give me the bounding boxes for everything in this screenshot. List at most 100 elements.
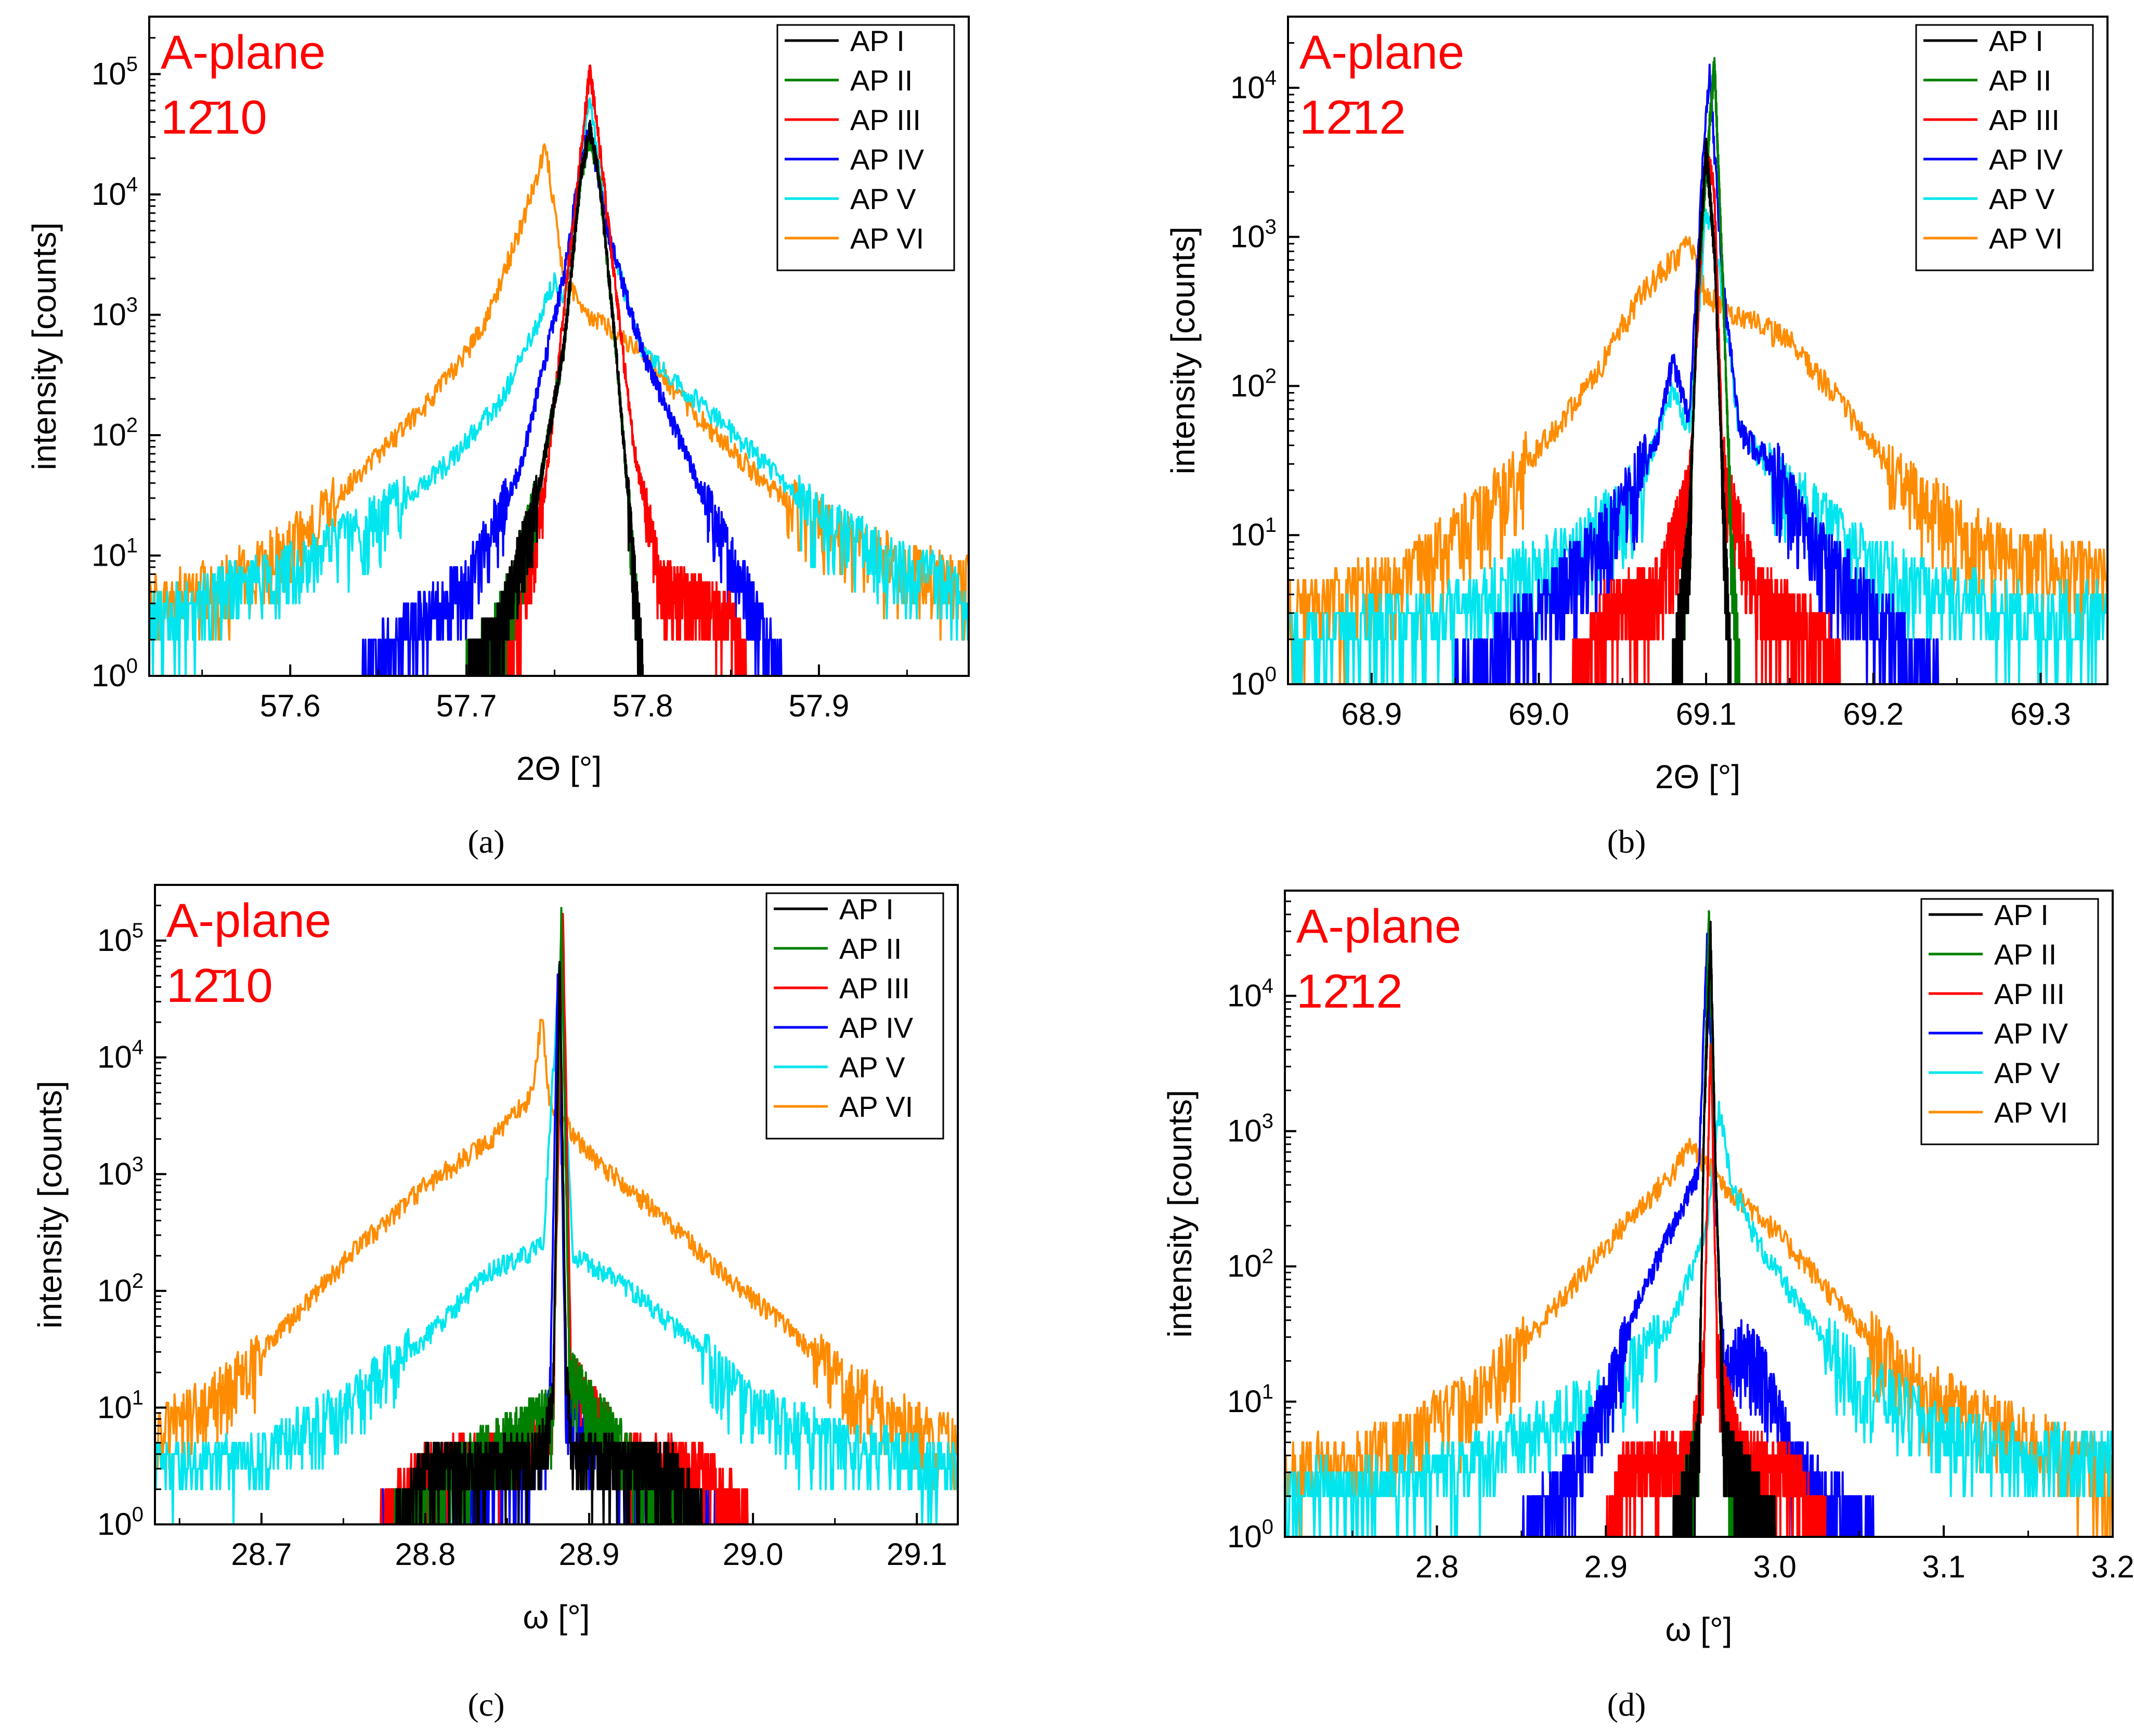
legend-entry: AP I [839, 893, 894, 925]
chart-panel-c: 28.7 28.8 28.9 29.0 29.1 100 101 102 103 104 105 ω … [31, 884, 959, 1723]
legend-entry: AP I [1989, 24, 2044, 57]
y-tick-label: 104 [92, 173, 138, 212]
series-group [149, 64, 969, 676]
y-axis-label: intensity [counts] [31, 1081, 69, 1329]
y-tick-label: 103 [97, 1153, 144, 1191]
x-tick-label: 69.2 [1843, 697, 1904, 732]
y-axis-label: intensity [counts] [1161, 1090, 1199, 1338]
legend-entry: AP V [1994, 1056, 2060, 1089]
plot-frame [1287, 16, 2109, 685]
plot-frame [1284, 890, 2114, 1538]
series-group [1288, 57, 2107, 684]
legend-entry: AP IV [1994, 1017, 2068, 1050]
legend-entry: AP V [1989, 182, 2055, 215]
legend-entry: AP II [839, 932, 902, 965]
y-tick-label: 101 [1230, 514, 1277, 552]
legend-entry: AP IV [850, 143, 925, 176]
x-tick-label: 3.0 [1753, 1549, 1796, 1584]
y-tick-label: 101 [92, 534, 138, 572]
x-tick-label: 57.6 [260, 688, 321, 723]
x-axis-label: 2Θ [°] [516, 750, 602, 787]
x-tick-label: 3.2 [2091, 1549, 2134, 1584]
legend-entry: AP III [839, 972, 910, 1004]
x-axis-label: 2Θ [°] [1655, 758, 1740, 795]
x-tick-label: 29.1 [887, 1537, 947, 1572]
series-line-ap-i [465, 120, 644, 676]
legend-entry: AP I [1994, 898, 2049, 931]
series-line-ap-iii [1605, 1043, 1827, 1537]
y-tick-label: 102 [1230, 364, 1277, 403]
legend-entry: AP II [1994, 938, 2057, 971]
y-tick-label: 102 [1227, 1245, 1273, 1284]
legend-entry: AP VI [839, 1090, 913, 1123]
legend-entry: AP VI [850, 222, 924, 255]
legend-entry: AP I [850, 24, 905, 57]
panel-caption: (d) [1607, 1686, 1646, 1723]
legend-entry: AP III [850, 103, 921, 136]
annotation-line-1: A-plane [161, 26, 326, 79]
y-tick-label: 101 [97, 1386, 144, 1425]
chart-panel-a: 57.6 57.7 57.8 57.9 100 101 102 103 104 105 2Θ [°]… [25, 16, 970, 860]
y-axis-label: intensity [counts] [1164, 227, 1202, 475]
y-axis-label: intensity [counts] [25, 223, 63, 471]
legend-entry: AP II [1989, 64, 2051, 97]
legend-entry: AP VI [1994, 1096, 2068, 1129]
y-tick-label: 103 [92, 293, 138, 332]
x-tick-label: 28.8 [395, 1537, 456, 1572]
x-tick-label: 69.0 [1508, 697, 1569, 732]
annotation-line-2: 12̄10 [161, 91, 267, 144]
plot-frame [148, 16, 970, 677]
panel-caption: (a) [467, 823, 504, 860]
legend-entry: AP V [839, 1051, 905, 1084]
y-tick-label: 100 [1227, 1516, 1273, 1554]
x-tick-label: 57.9 [789, 688, 850, 723]
y-tick-label: 100 [92, 655, 138, 693]
x-tick-label: 69.3 [2010, 697, 2071, 732]
y-tick-label: 105 [97, 919, 144, 958]
series-line-ap-i [392, 961, 705, 1524]
x-tick-label: 28.7 [231, 1537, 292, 1572]
x-tick-label: 3.1 [1922, 1549, 1965, 1584]
legend-entry: AP III [1994, 977, 2065, 1010]
legend-entry: AP III [1989, 103, 2060, 136]
series-line-ap-i [1671, 137, 1733, 684]
series-line-ap-iv [1520, 933, 1877, 1537]
y-tick-label: 102 [97, 1270, 144, 1308]
annotation-line-1: A-plane [1296, 900, 1461, 953]
x-tick-label: 28.9 [559, 1537, 620, 1572]
annotation-line-2: 12̄10 [166, 959, 273, 1012]
annotation-line-1: A-plane [1299, 26, 1464, 79]
x-tick-label: 29.0 [723, 1537, 784, 1572]
annotation-line-2: 12̄12 [1296, 965, 1403, 1018]
legend-entry: AP VI [1989, 222, 2063, 255]
panel-caption: (b) [1607, 823, 1646, 860]
legend-box [776, 24, 955, 271]
series-line-ap-v [1285, 1101, 2113, 1537]
series-group [155, 907, 958, 1524]
legend-entry: AP IV [1989, 143, 2063, 176]
y-tick-label: 104 [1227, 974, 1273, 1013]
legend-entry: AP II [850, 64, 913, 97]
x-axis-label: ω [°] [1665, 1611, 1733, 1648]
series-line-ap-i [1672, 920, 1776, 1537]
x-tick-label: 2.8 [1415, 1549, 1459, 1584]
y-tick-label: 104 [97, 1036, 144, 1075]
chart-panel-b: 68.9 69.0 69.1 69.2 69.3 100 101 102 103 104 2Θ [°… [1164, 16, 2109, 860]
x-tick-label: 69.1 [1676, 697, 1737, 732]
x-axis-label: ω [°] [523, 1598, 590, 1636]
legend-entry: AP V [850, 182, 916, 215]
y-tick-label: 101 [1227, 1380, 1273, 1419]
legend-entry: AP IV [839, 1011, 914, 1044]
chart-panel-d: 2.8 2.9 3.0 3.1 3.2 100 101 102 103 104 ω [°] inten… [1161, 890, 2134, 1723]
legend-box [1915, 24, 2094, 271]
x-tick-label: 2.9 [1584, 1549, 1628, 1584]
y-tick-label: 100 [1230, 663, 1277, 701]
legend-box [765, 892, 944, 1140]
series-group [1285, 910, 2113, 1537]
y-tick-label: 104 [1230, 67, 1277, 105]
annotation-line-2: 12̄12 [1299, 91, 1406, 144]
x-tick-label: 68.9 [1341, 697, 1402, 732]
y-tick-label: 103 [1227, 1110, 1273, 1148]
legend-box [1920, 898, 2099, 1145]
